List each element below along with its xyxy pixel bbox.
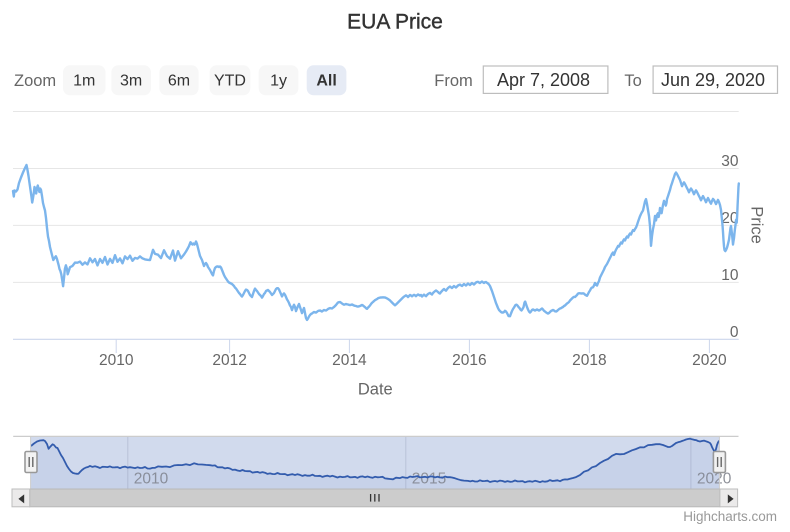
svg-text:3m: 3m — [120, 72, 142, 89]
svg-text:From: From — [434, 72, 473, 90]
svg-text:2020: 2020 — [692, 352, 727, 369]
svg-text:Apr 7, 2008: Apr 7, 2008 — [497, 70, 590, 90]
svg-text:2020: 2020 — [697, 471, 732, 488]
svg-text:2016: 2016 — [452, 352, 486, 369]
svg-text:EUA Price: EUA Price — [347, 11, 443, 34]
svg-text:Price: Price — [748, 206, 766, 244]
svg-text:2012: 2012 — [212, 352, 246, 369]
svg-text:Highcharts.com: Highcharts.com — [683, 509, 777, 524]
svg-text:Date: Date — [358, 381, 393, 399]
svg-text:2018: 2018 — [572, 352, 606, 369]
svg-text:Zoom: Zoom — [14, 72, 56, 90]
svg-text:2010: 2010 — [99, 352, 134, 369]
svg-text:YTD: YTD — [214, 72, 246, 89]
svg-text:20: 20 — [721, 210, 739, 227]
svg-text:1m: 1m — [73, 72, 95, 89]
svg-text:6m: 6m — [168, 72, 190, 89]
svg-text:To: To — [624, 72, 641, 90]
svg-text:0: 0 — [730, 324, 739, 341]
svg-text:10: 10 — [721, 267, 739, 284]
svg-text:1y: 1y — [270, 72, 287, 89]
svg-text:2014: 2014 — [332, 352, 367, 369]
svg-text:All: All — [316, 72, 336, 89]
svg-text:2015: 2015 — [412, 471, 446, 488]
svg-text:2010: 2010 — [134, 471, 169, 488]
svg-text:Jun 29, 2020: Jun 29, 2020 — [661, 70, 765, 90]
svg-text:30: 30 — [721, 153, 739, 170]
